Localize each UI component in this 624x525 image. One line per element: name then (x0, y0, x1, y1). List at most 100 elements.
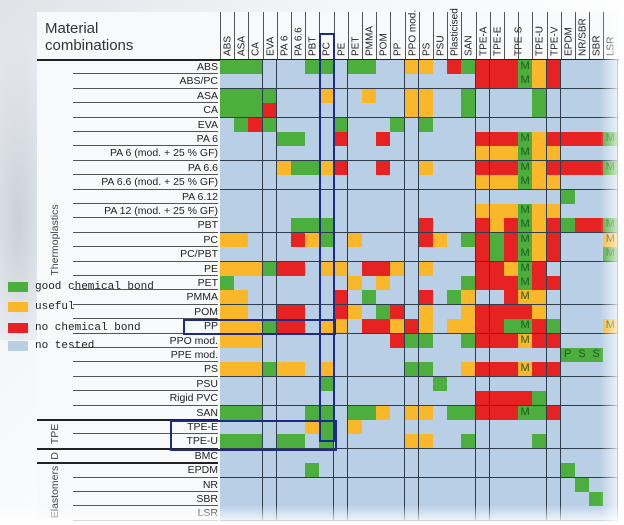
bottom-fade (0, 505, 624, 525)
table-cell (319, 74, 335, 90)
table-cell (560, 463, 576, 479)
table-cell (433, 391, 448, 407)
table-cell (560, 434, 576, 450)
table-cell (489, 348, 505, 363)
table-cell (575, 247, 590, 263)
table-cell (248, 304, 264, 320)
table-cell (546, 88, 562, 104)
table-cell (262, 160, 278, 176)
table-cell (276, 160, 292, 176)
table-cell (234, 175, 249, 191)
table-cell (560, 60, 576, 75)
table-cell (433, 60, 448, 75)
table-cell (546, 132, 562, 147)
table-cell (489, 362, 505, 378)
table-cell (504, 218, 519, 234)
table-cell (447, 304, 462, 320)
table-cell (447, 74, 462, 90)
table-cell (475, 333, 491, 349)
column-header: Plasticised (447, 8, 462, 59)
table-cell (504, 132, 519, 147)
table-cell (362, 218, 377, 234)
table-cell (575, 175, 590, 191)
table-cell (276, 103, 292, 119)
table-cell: M (518, 74, 533, 90)
table-cell (489, 175, 505, 191)
table-cell: M (518, 333, 533, 349)
table-cell (390, 391, 406, 407)
column-header: PA 6.6 (291, 12, 306, 59)
table-cell (220, 232, 235, 248)
table-cell (504, 189, 519, 205)
column-header: PPO mod. (404, 10, 420, 59)
table-cell (248, 232, 264, 248)
table-cell (376, 304, 391, 320)
column-header: TPE-E (489, 12, 505, 59)
table-cell (333, 218, 349, 234)
table-cell (319, 405, 335, 421)
table-cell (447, 420, 462, 435)
table-cell (489, 290, 505, 306)
row-label: PA 6.12 (73, 190, 218, 204)
column-header: EVA (262, 12, 278, 59)
table-cell (262, 146, 278, 162)
table-cell (404, 146, 420, 162)
table-cell (276, 304, 292, 320)
table-cell (560, 276, 576, 291)
group-label-text: Thermoplastics (49, 204, 61, 276)
table-cell (333, 160, 349, 176)
table-cell (362, 304, 377, 320)
table-cell (518, 376, 533, 392)
table-cell (418, 160, 434, 176)
table-cell (546, 160, 562, 176)
table-cell (362, 88, 377, 104)
table-cell (248, 319, 264, 335)
table-cell (234, 132, 249, 147)
table-cell (305, 391, 320, 407)
table-cell (504, 117, 519, 133)
table-cell (532, 204, 548, 219)
table-cell (447, 290, 462, 306)
table-cell (518, 304, 533, 320)
row-label: ASA (73, 89, 218, 104)
row-label: SAN (73, 406, 218, 420)
group-divider (37, 419, 218, 421)
table-cell (319, 247, 335, 263)
table-cell (418, 189, 434, 205)
table-cell (347, 391, 363, 407)
table-cell (333, 304, 349, 320)
row-label: NR (73, 478, 218, 492)
table-cell (262, 319, 278, 335)
table-cell (447, 117, 462, 133)
table-cell (262, 448, 278, 464)
table-cell (489, 204, 505, 219)
table-cell (504, 204, 519, 219)
table-cell (234, 304, 249, 320)
table-cell (376, 276, 391, 291)
table-cell (362, 276, 377, 291)
table-cell (248, 117, 264, 133)
table-cell (575, 103, 590, 119)
table-cell (220, 319, 235, 335)
table-cell (489, 146, 505, 162)
table-cell (305, 477, 320, 493)
table-cell (504, 304, 519, 320)
table-cell (532, 88, 548, 104)
table-cell (433, 261, 448, 277)
table-cell (461, 290, 477, 306)
table-cell (447, 448, 462, 464)
table-cell (461, 261, 477, 277)
table-cell (404, 348, 420, 363)
table-cell (433, 376, 448, 392)
column-header: ABS (220, 12, 235, 59)
title-line-2: combinations (45, 37, 134, 54)
table-cell (447, 261, 462, 277)
table-cell (376, 160, 391, 176)
table-cell (489, 434, 505, 450)
table-cell (262, 261, 278, 277)
table-cell (234, 319, 249, 335)
table-cell (362, 362, 377, 378)
table-cell (418, 304, 434, 320)
table-cell (333, 376, 349, 392)
row-label: PPE mod. (73, 348, 218, 363)
